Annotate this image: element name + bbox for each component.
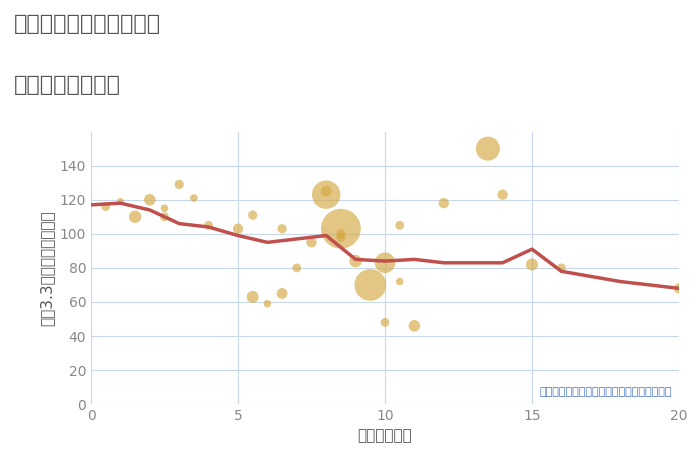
Point xyxy=(306,239,317,246)
Point xyxy=(394,221,405,229)
Point xyxy=(159,213,170,220)
X-axis label: 駅距離（分）: 駅距離（分） xyxy=(358,429,412,444)
Point xyxy=(130,213,141,220)
Point xyxy=(556,264,567,272)
Point xyxy=(174,180,185,188)
Point xyxy=(100,203,111,211)
Point xyxy=(350,258,361,265)
Point xyxy=(276,290,288,297)
Point xyxy=(409,322,420,329)
Point xyxy=(497,191,508,198)
Point xyxy=(203,221,214,229)
Point xyxy=(673,284,685,292)
Point xyxy=(188,194,199,202)
Text: 円の大きさは、取引のあった物件面積を示す: 円の大きさは、取引のあった物件面積を示す xyxy=(540,387,672,397)
Point xyxy=(247,212,258,219)
Point xyxy=(335,230,346,237)
Point xyxy=(438,199,449,207)
Point xyxy=(144,196,155,204)
Point xyxy=(232,225,244,233)
Point xyxy=(482,145,493,152)
Point xyxy=(262,300,273,307)
Point xyxy=(394,278,405,285)
Point xyxy=(321,188,332,195)
Text: 駅距離別土地価格: 駅距離別土地価格 xyxy=(14,75,121,95)
Point xyxy=(379,319,391,326)
Point xyxy=(335,234,346,241)
Point xyxy=(379,259,391,266)
Point xyxy=(526,261,538,268)
Point xyxy=(335,225,346,233)
Point xyxy=(115,198,126,205)
Text: 大阪府大阪市港区弁天の: 大阪府大阪市港区弁天の xyxy=(14,14,161,34)
Point xyxy=(247,293,258,301)
Point xyxy=(276,225,288,233)
Point xyxy=(291,264,302,272)
Y-axis label: 坪（3.3㎡）単価（万円）: 坪（3.3㎡）単価（万円） xyxy=(39,210,54,326)
Point xyxy=(321,191,332,198)
Point xyxy=(365,281,376,289)
Point xyxy=(159,204,170,212)
